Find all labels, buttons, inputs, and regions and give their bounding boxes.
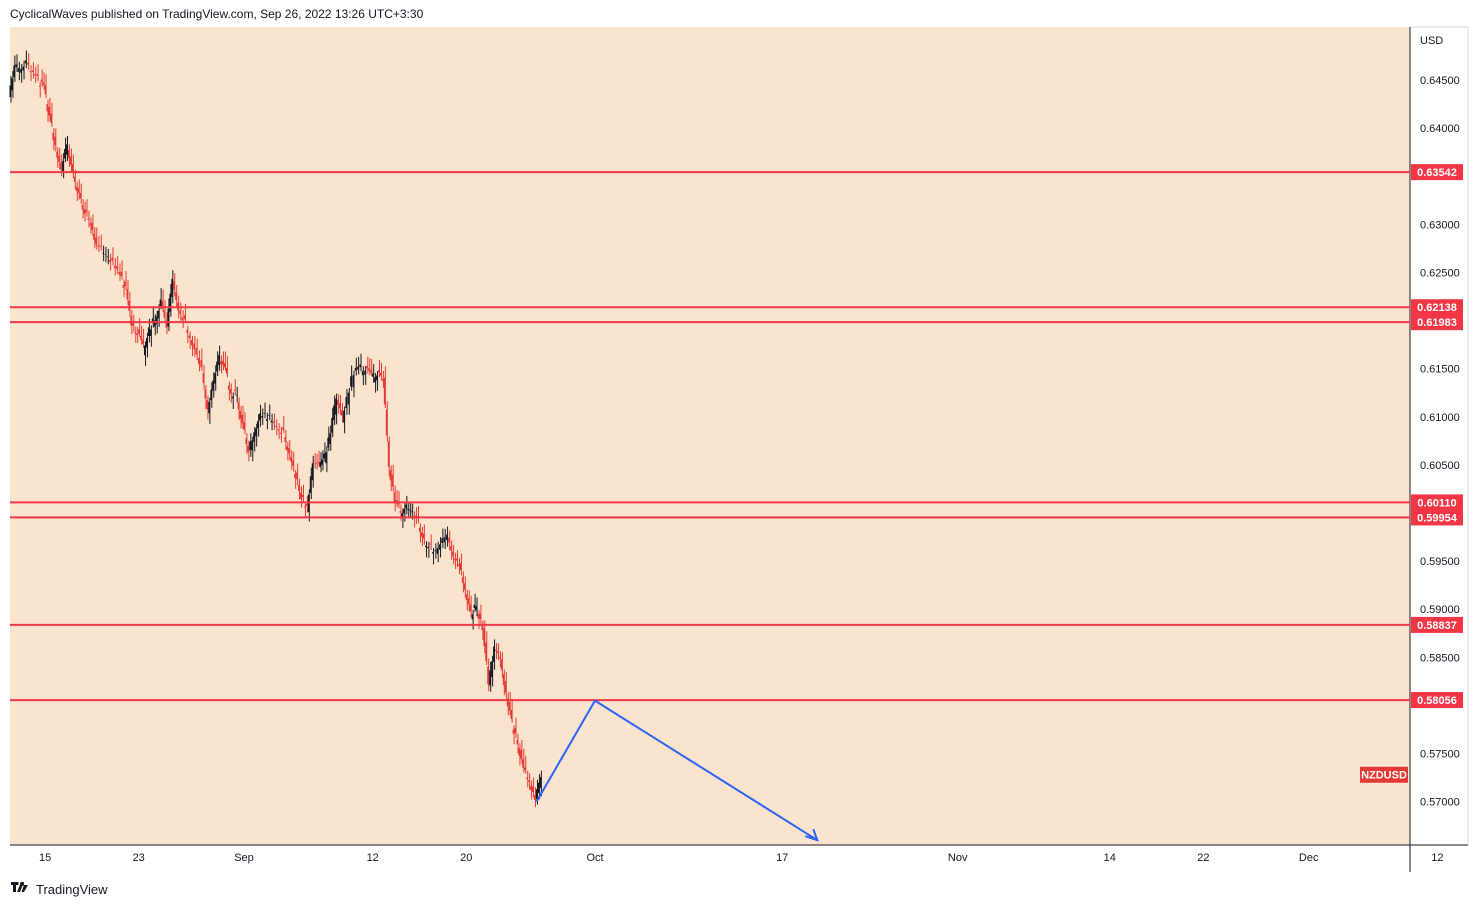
y-tick-label: 0.64000 xyxy=(1420,123,1460,135)
y-tick-label: 0.60500 xyxy=(1420,460,1460,472)
level-price-label: 0.62138 xyxy=(1417,302,1457,314)
projection-arrowhead xyxy=(804,828,819,842)
y-tick-label: 0.61000 xyxy=(1420,412,1460,424)
y-tick-label: 0.57000 xyxy=(1420,797,1460,809)
level-price-tag xyxy=(1411,164,1463,181)
price-chart[interactable]: USD 0.64500 0.64000 0.63000 0.62500 0.61500 0.… xyxy=(0,0,1478,880)
level-price-tag xyxy=(1411,494,1463,511)
symbol-label: NZDUSD xyxy=(1361,770,1407,782)
level-price-tag xyxy=(1411,509,1463,526)
y-tick-label: 0.61500 xyxy=(1420,364,1460,376)
x-tick-label: Sep xyxy=(234,852,254,864)
x-tick-label: Oct xyxy=(586,852,603,864)
currency-label: USD xyxy=(1420,35,1443,47)
tradingview-logo-icon xyxy=(11,882,28,892)
y-tick-label: 0.63000 xyxy=(1420,219,1460,231)
x-tick-label: 14 xyxy=(1104,852,1116,864)
price-axis-panel[interactable] xyxy=(1409,26,1469,846)
publish-header: CyclicalWaves published on TradingView.c… xyxy=(10,7,424,21)
footer-brand: TradingView xyxy=(36,881,108,897)
x-tick-label: 12 xyxy=(1431,852,1443,864)
tradingview-footer[interactable]: TradingView xyxy=(10,880,108,898)
x-tick-label: 22 xyxy=(1197,852,1209,864)
x-tick-label: 17 xyxy=(776,852,788,864)
level-price-label: 0.58056 xyxy=(1417,695,1457,707)
level-price-label: 0.60110 xyxy=(1417,497,1456,509)
projection-path[interactable] xyxy=(535,699,818,842)
y-tick-label: 0.58500 xyxy=(1420,652,1460,664)
level-price-label: 0.59954 xyxy=(1417,512,1458,524)
level-price-label: 0.58837 xyxy=(1417,620,1457,632)
level-price-tag xyxy=(1411,299,1463,316)
level-price-label: 0.63542 xyxy=(1417,167,1457,179)
y-tick-label: 0.57500 xyxy=(1420,749,1460,761)
x-tick-label: 23 xyxy=(133,852,145,864)
x-tick-label: Nov xyxy=(948,852,968,864)
level-price-tag xyxy=(1411,314,1463,331)
y-tick-label: 0.59500 xyxy=(1420,556,1460,568)
x-tick-label: 12 xyxy=(367,852,379,864)
y-tick-label: 0.59000 xyxy=(1420,604,1460,616)
symbol-badge xyxy=(1360,766,1408,783)
level-price-label: 0.61983 xyxy=(1417,317,1457,329)
x-tick-label: 15 xyxy=(39,852,51,864)
x-tick-label: Dec xyxy=(1299,852,1319,864)
plot-area[interactable] xyxy=(10,27,1410,845)
time-axis-panel[interactable] xyxy=(10,845,1410,872)
level-price-tag xyxy=(1411,616,1463,633)
y-tick-label: 0.62500 xyxy=(1420,267,1460,279)
y-tick-label: 0.64500 xyxy=(1420,75,1460,87)
level-price-tag xyxy=(1411,692,1463,709)
x-tick-label: 20 xyxy=(460,852,472,864)
